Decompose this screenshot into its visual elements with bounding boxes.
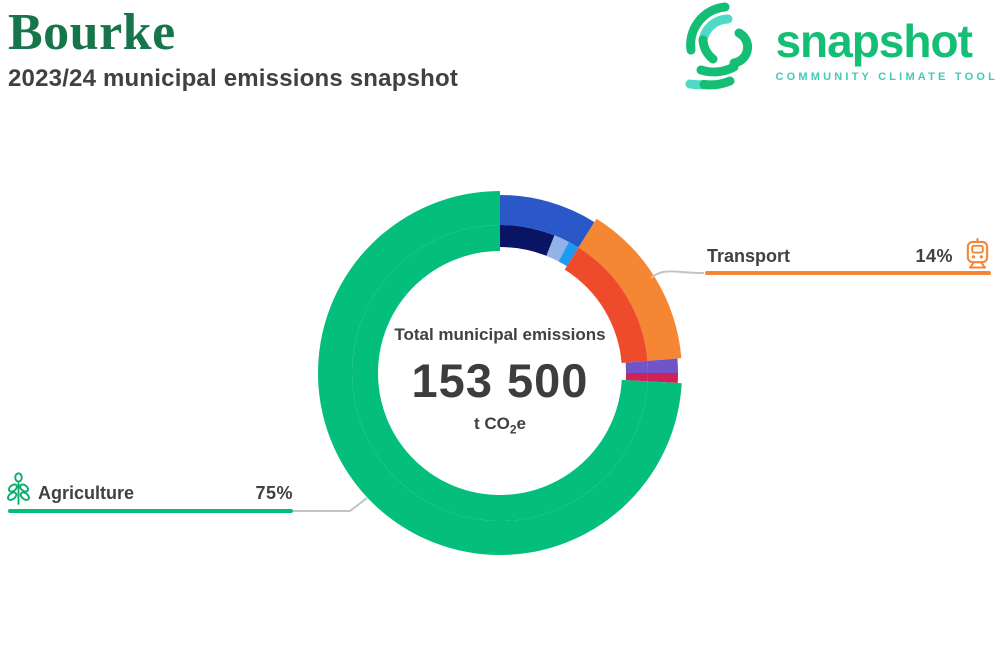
donut-inner-segment-2[interactable]	[558, 241, 579, 267]
total-emissions-value: 153 500	[411, 354, 589, 407]
transport-label: Transport	[707, 246, 791, 266]
donut-center-text: Total municipal emissions 153 500 t CO2e	[360, 325, 640, 436]
donut-inner-segment-4[interactable]	[625, 360, 649, 373]
agriculture-label: Agriculture	[38, 483, 135, 503]
municipality-title: Bourke	[8, 4, 176, 61]
donut-inner-segment-3[interactable]	[564, 247, 648, 364]
page-subtitle: 2023/24 municipal emissions snapshot	[8, 65, 459, 93]
train-icon	[966, 238, 989, 269]
agriculture-percent: 75%	[255, 483, 293, 503]
snapshot-tagline: COMMUNITY CLIMATE TOOL	[775, 71, 998, 83]
snapshot-logo: snapshot COMMUNITY CLIMATE TOOL	[683, 2, 998, 96]
transport-underline	[705, 271, 991, 275]
snapshot-logo-mark-icon	[685, 2, 753, 90]
donut-inner-segment-1[interactable]	[546, 235, 569, 262]
agriculture-leader-line	[293, 497, 368, 512]
transport-percent: 14%	[915, 246, 953, 266]
donut-inner-segment-0[interactable]	[500, 225, 555, 256]
snapshot-logo-text: snapshot COMMUNITY CLIMATE TOOL	[775, 18, 998, 83]
transport-callout[interactable]: Transport 14%	[705, 238, 991, 275]
donut-outer-segment-1[interactable]	[578, 218, 682, 361]
header: Bourke 2023/24 municipal emissions snaps…	[8, 4, 458, 93]
donut-outer-segment-0[interactable]	[500, 195, 595, 248]
total-emissions-label: Total municipal emissions	[394, 325, 606, 344]
donut-inner-segment-5[interactable]	[625, 373, 648, 382]
transport-leader-line	[650, 270, 705, 279]
total-emissions-unit: t CO2e	[473, 414, 527, 437]
donut-outer-segment-3[interactable]	[647, 373, 678, 384]
plant-icon	[7, 472, 30, 505]
agriculture-callout[interactable]: Agriculture 75%	[6, 471, 294, 513]
snapshot-wordmark: snapshot	[775, 15, 972, 67]
donut-outer-segment-2[interactable]	[647, 358, 678, 373]
agriculture-underline	[8, 509, 293, 513]
